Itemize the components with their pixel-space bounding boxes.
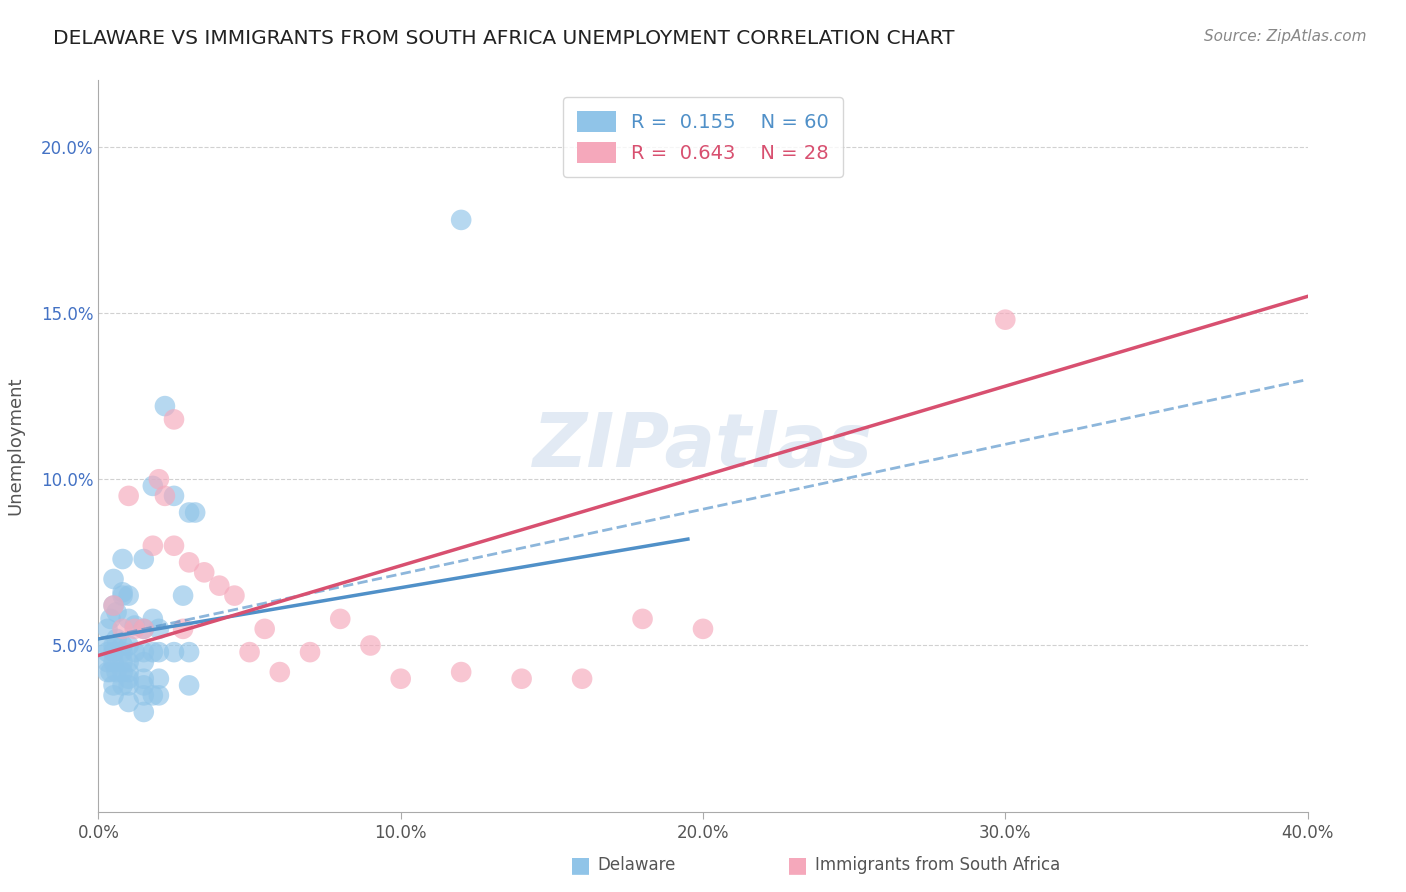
Point	[103, 655, 125, 669]
Point	[132, 705, 155, 719]
Point	[172, 589, 194, 603]
Point	[148, 672, 170, 686]
Point	[111, 639, 134, 653]
Point	[96, 622, 118, 636]
Point	[153, 489, 176, 503]
Point	[118, 489, 141, 503]
Point	[118, 695, 141, 709]
Point	[148, 472, 170, 486]
Point	[163, 412, 186, 426]
Point	[111, 589, 134, 603]
Point	[96, 665, 118, 679]
Point	[148, 622, 170, 636]
Point	[184, 506, 207, 520]
Point	[124, 622, 146, 636]
Point	[100, 665, 122, 679]
Point	[103, 689, 125, 703]
Point	[118, 672, 141, 686]
Point	[142, 479, 165, 493]
Point	[105, 632, 128, 646]
Point	[631, 612, 654, 626]
Point	[692, 622, 714, 636]
Point	[142, 689, 165, 703]
Point	[193, 566, 215, 580]
Point	[103, 599, 125, 613]
Point	[132, 552, 155, 566]
Point	[163, 489, 186, 503]
Point	[299, 645, 322, 659]
Point	[103, 599, 125, 613]
Legend: R =  0.155    N = 60, R =  0.643    N = 28: R = 0.155 N = 60, R = 0.643 N = 28	[564, 97, 842, 177]
Point	[132, 655, 155, 669]
Point	[105, 605, 128, 619]
Point	[179, 678, 201, 692]
Point	[329, 612, 352, 626]
Text: ZIPatlas: ZIPatlas	[533, 409, 873, 483]
Point	[111, 655, 134, 669]
Point	[132, 622, 155, 636]
Point	[360, 639, 382, 653]
Text: Source: ZipAtlas.com: Source: ZipAtlas.com	[1204, 29, 1367, 44]
Point	[118, 639, 141, 653]
Point	[118, 612, 141, 626]
Point	[142, 539, 165, 553]
Point	[103, 645, 125, 659]
Point	[389, 672, 412, 686]
Point	[571, 672, 593, 686]
Point	[96, 645, 118, 659]
Point	[450, 665, 472, 679]
Point	[994, 312, 1017, 326]
Point	[111, 665, 134, 679]
Point	[148, 645, 170, 659]
Point	[111, 645, 134, 659]
Point	[118, 655, 141, 669]
Point	[163, 645, 186, 659]
Point	[132, 672, 155, 686]
Point	[450, 213, 472, 227]
Point	[153, 399, 176, 413]
Point	[148, 689, 170, 703]
Point	[124, 618, 146, 632]
Text: Delaware: Delaware	[598, 856, 676, 874]
Point	[239, 645, 262, 659]
Point	[103, 678, 125, 692]
Text: DELAWARE VS IMMIGRANTS FROM SOUTH AFRICA UNEMPLOYMENT CORRELATION CHART: DELAWARE VS IMMIGRANTS FROM SOUTH AFRICA…	[53, 29, 955, 47]
Point	[179, 506, 201, 520]
Point	[100, 612, 122, 626]
Point	[96, 639, 118, 653]
Point	[179, 645, 201, 659]
Point	[208, 579, 231, 593]
Point	[124, 645, 146, 659]
Point	[510, 672, 533, 686]
Point	[111, 678, 134, 692]
Point	[96, 655, 118, 669]
Point	[142, 612, 165, 626]
Point	[163, 539, 186, 553]
Point	[103, 572, 125, 586]
Point	[253, 622, 276, 636]
Y-axis label: Unemployment: Unemployment	[7, 376, 24, 516]
Point	[111, 622, 134, 636]
Point	[132, 645, 155, 659]
Point	[132, 622, 155, 636]
Text: ■: ■	[569, 855, 591, 875]
Point	[132, 689, 155, 703]
Point	[111, 585, 134, 599]
Point	[118, 665, 141, 679]
Point	[224, 589, 246, 603]
Point	[142, 645, 165, 659]
Point	[118, 678, 141, 692]
Point	[172, 622, 194, 636]
Point	[132, 678, 155, 692]
Point	[269, 665, 291, 679]
Point	[118, 589, 141, 603]
Point	[105, 665, 128, 679]
Text: Immigrants from South Africa: Immigrants from South Africa	[815, 856, 1060, 874]
Point	[103, 639, 125, 653]
Point	[179, 555, 201, 569]
Text: ■: ■	[787, 855, 808, 875]
Point	[111, 552, 134, 566]
